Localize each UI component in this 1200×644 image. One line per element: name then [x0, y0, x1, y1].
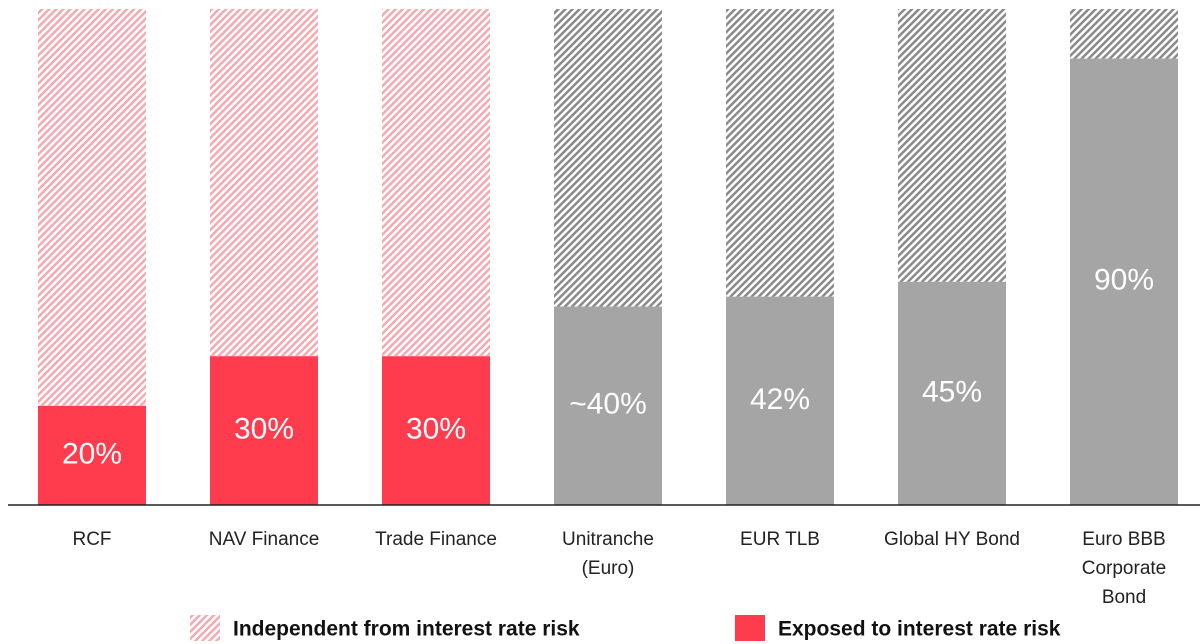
bar-segment: [382, 356, 490, 505]
bar-segment: [726, 9, 834, 297]
bar-segment: [1070, 9, 1178, 59]
bar-segment: [554, 9, 662, 307]
x-tick-label: Global HY Bond: [884, 529, 1020, 550]
value-label: 45%: [922, 375, 982, 408]
x-tick-label: EUR TLB: [740, 529, 820, 550]
x-tick-label: Euro BBB: [1082, 529, 1165, 550]
legend-label: Independent from interest rate risk: [233, 618, 580, 641]
bar-segment: [210, 356, 318, 505]
x-tick-label: Trade Finance: [375, 529, 497, 550]
value-label: ~40%: [569, 388, 647, 421]
value-label: 30%: [406, 413, 466, 446]
bar-segment: [382, 9, 490, 357]
value-label: 42%: [750, 383, 810, 416]
x-tick-label: NAV Finance: [209, 529, 320, 550]
bar-segment: [210, 9, 318, 357]
bar-segment: [726, 296, 834, 505]
value-label: 90%: [1094, 264, 1154, 297]
bar-segment: [898, 9, 1006, 282]
bar-segment: [38, 405, 146, 505]
x-tick-label: RCF: [72, 529, 111, 550]
bar-segment: [554, 306, 662, 505]
x-tick-label: Bond: [1102, 587, 1146, 608]
x-tick-label: Unitranche: [562, 529, 654, 550]
legend-swatch: [735, 615, 765, 641]
legend-swatch: [190, 615, 220, 641]
legend-label: Exposed to interest rate risk: [778, 618, 1061, 641]
value-label: 30%: [234, 413, 294, 446]
value-label: 20%: [62, 437, 122, 470]
bar-segment: [898, 281, 1006, 505]
x-tick-label: (Euro): [582, 558, 635, 579]
bar-segment: [38, 9, 146, 406]
x-tick-label: Corporate: [1082, 558, 1167, 579]
bar-segment: [1070, 58, 1178, 505]
